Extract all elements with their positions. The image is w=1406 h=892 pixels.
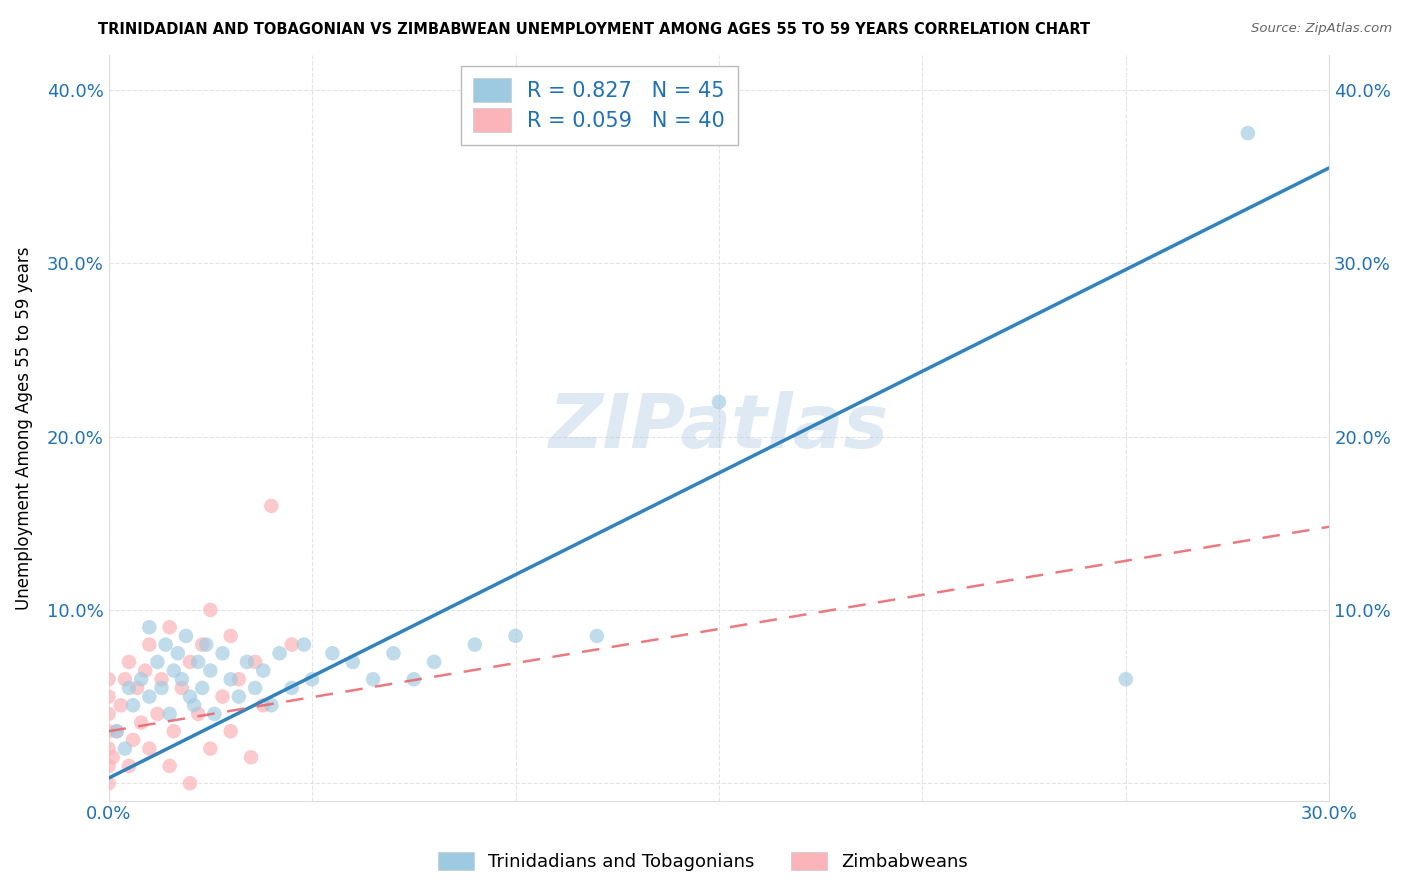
Point (236, 655, 259, 669)
Point (97, 741, 120, 756)
Point (187, 706, 209, 721)
Point (260, 499, 283, 513)
Point (423, 655, 446, 669)
Point (211, 690, 233, 704)
Point (228, 673, 250, 687)
Point (114, 673, 136, 687)
Point (187, 655, 209, 669)
Point (97, 776, 120, 790)
Point (505, 629, 527, 643)
Point (191, 638, 214, 652)
Text: ZIPatlas: ZIPatlas (548, 392, 889, 465)
Point (260, 698, 283, 713)
Point (170, 681, 193, 695)
Point (219, 629, 242, 643)
Point (219, 673, 242, 687)
Point (163, 664, 186, 678)
Point (166, 646, 188, 660)
Point (179, 690, 201, 704)
Point (129, 715, 152, 730)
Point (118, 759, 141, 773)
Point (122, 698, 145, 713)
Point (252, 664, 274, 678)
Point (138, 690, 160, 704)
Point (105, 724, 128, 739)
Point (138, 620, 160, 634)
Y-axis label: Unemployment Among Ages 55 to 59 years: Unemployment Among Ages 55 to 59 years (15, 246, 32, 609)
Point (146, 706, 169, 721)
Point (219, 724, 242, 739)
Point (163, 724, 186, 739)
Point (195, 638, 218, 652)
Point (382, 646, 405, 660)
Point (200, 741, 222, 756)
Point (127, 681, 149, 695)
Point (269, 646, 291, 660)
Point (159, 620, 181, 634)
Point (321, 646, 343, 660)
Point (138, 638, 160, 652)
Point (118, 655, 141, 669)
Point (243, 681, 266, 695)
Text: TRINIDADIAN AND TOBAGONIAN VS ZIMBABWEAN UNEMPLOYMENT AMONG AGES 55 TO 59 YEARS : TRINIDADIAN AND TOBAGONIAN VS ZIMBABWEAN… (98, 22, 1091, 37)
Point (240, 750, 263, 764)
Point (1237, 126, 1260, 140)
Point (138, 741, 160, 756)
Point (110, 698, 132, 713)
Point (150, 681, 173, 695)
Point (342, 655, 364, 669)
Point (280, 638, 302, 652)
Text: Source: ZipAtlas.com: Source: ZipAtlas.com (1251, 22, 1392, 36)
Point (252, 698, 274, 713)
Point (134, 664, 156, 678)
Point (1115, 673, 1137, 687)
Point (174, 629, 197, 643)
Point (179, 776, 201, 790)
Point (159, 759, 181, 773)
Point (200, 664, 222, 678)
Point (280, 681, 302, 695)
Point (228, 690, 250, 704)
Point (159, 706, 181, 721)
Point (243, 655, 266, 669)
Point (464, 638, 486, 652)
Point (170, 673, 193, 687)
Point (191, 681, 214, 695)
Point (361, 673, 384, 687)
Point (129, 673, 152, 687)
Point (97, 673, 120, 687)
Point (586, 629, 609, 643)
Point (101, 750, 124, 764)
Point (97, 690, 120, 704)
Point (292, 638, 315, 652)
Point (179, 655, 201, 669)
Point (114, 741, 136, 756)
Point (118, 681, 141, 695)
Point (202, 706, 225, 721)
Point (707, 395, 730, 409)
Legend: Trinidadians and Tobagonians, Zimbabweans: Trinidadians and Tobagonians, Zimbabwean… (430, 845, 976, 879)
Point (402, 673, 425, 687)
Point (97, 759, 120, 773)
Point (150, 673, 173, 687)
Point (97, 706, 120, 721)
Point (155, 638, 177, 652)
Point (301, 673, 323, 687)
Point (97, 724, 120, 739)
Point (200, 603, 222, 617)
Legend: R = 0.827   N = 45, R = 0.059   N = 40: R = 0.827 N = 45, R = 0.059 N = 40 (461, 65, 738, 145)
Point (122, 733, 145, 747)
Point (105, 724, 128, 739)
Point (146, 655, 169, 669)
Point (183, 698, 205, 713)
Point (211, 646, 233, 660)
